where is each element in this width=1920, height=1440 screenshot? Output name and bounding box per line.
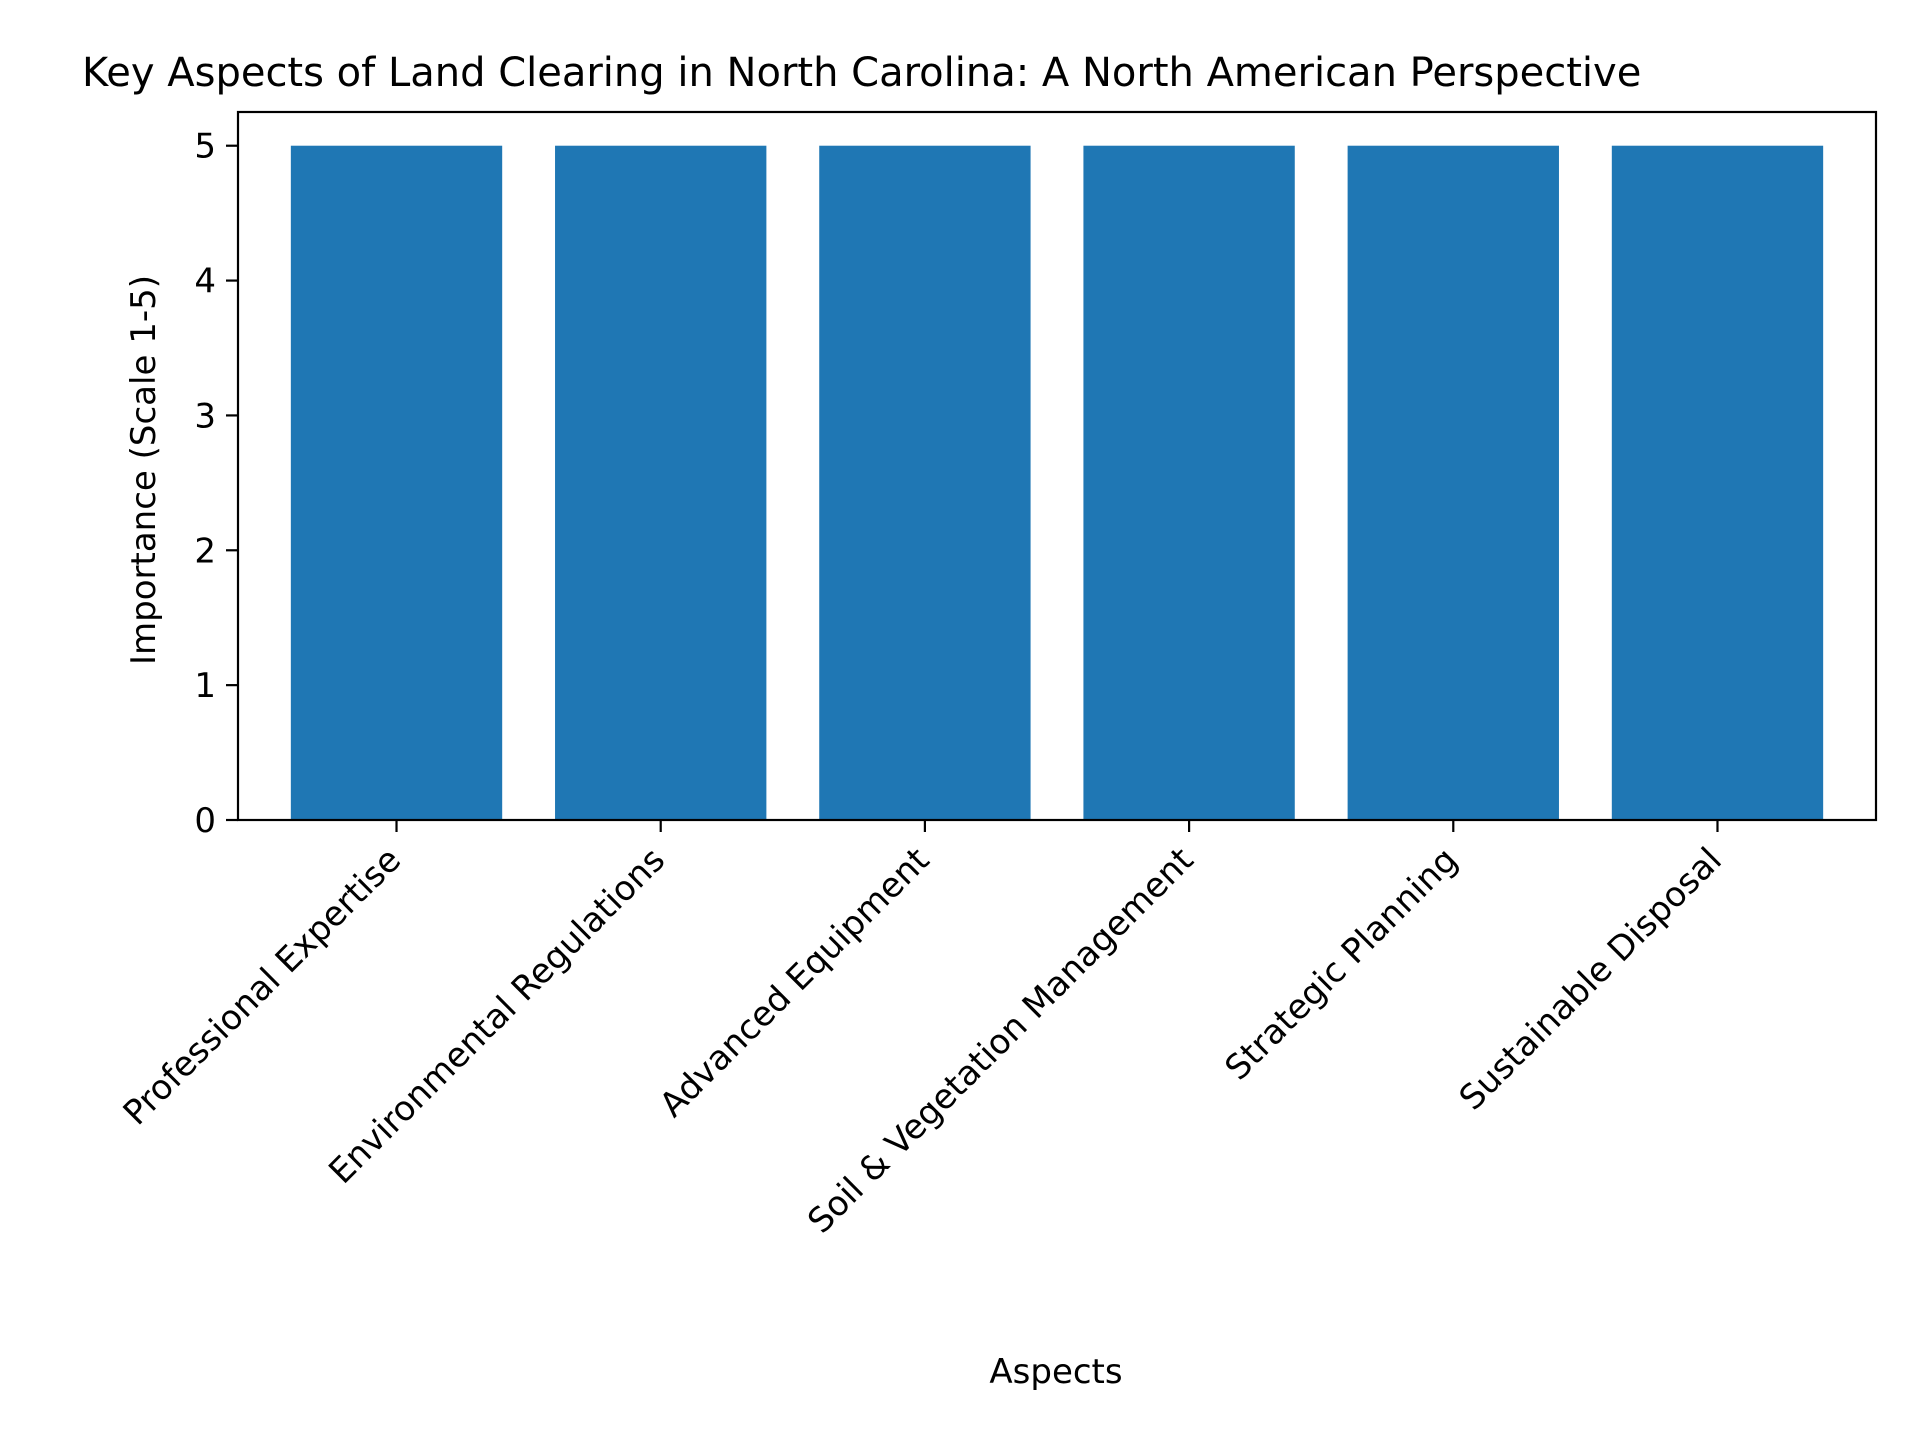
bar-2 (555, 145, 767, 820)
y-axis: 0 1 2 3 4 5 (194, 127, 238, 841)
x-axis-label: Aspects (989, 1352, 1122, 1392)
y-tick-label: 3 (194, 396, 216, 436)
bar-3 (819, 145, 1031, 820)
y-tick-label: 4 (194, 262, 216, 302)
y-tick-label: 5 (194, 127, 216, 167)
bar-5 (1347, 145, 1559, 820)
bar-1 (290, 145, 503, 820)
y-tick-label: 0 (194, 801, 216, 841)
y-tick-label: 1 (194, 666, 216, 706)
bar-4 (1083, 145, 1295, 820)
y-tick-label: 2 (194, 531, 216, 571)
y-axis-label: Importance (Scale 1-5) (124, 275, 164, 665)
plot-frame (236, 110, 1878, 822)
chart-title: Key Aspects of Land Clearing in North Ca… (82, 50, 1641, 96)
bars-group (290, 145, 1824, 820)
bar-6 (1611, 145, 1824, 820)
